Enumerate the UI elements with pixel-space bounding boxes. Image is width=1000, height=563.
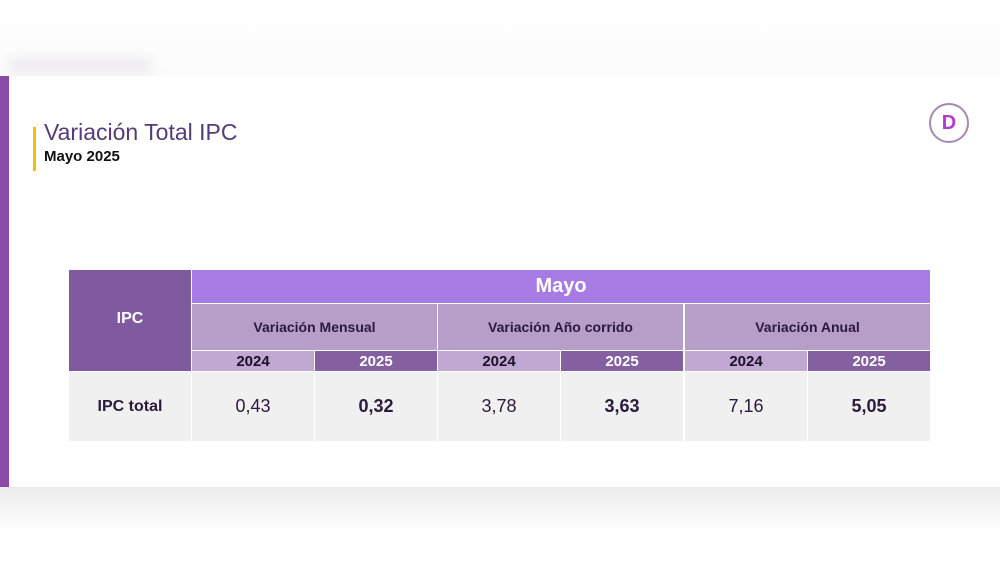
top-background [0,0,1000,76]
year-header: 2024 [685,351,807,371]
month-header: Mayo [192,270,930,303]
year-header: 2024 [438,351,560,371]
value-cell: 0,43 [192,372,314,441]
value-cell: 3,63 [561,372,683,441]
year-header: 2025 [561,351,683,371]
group-header-anual: Variación Anual [685,304,930,350]
year-header: 2025 [808,351,930,371]
group-header-mensual: Variación Mensual [192,304,437,350]
value-cell: 3,78 [438,372,560,441]
bottom-background [0,487,1000,563]
page-title: Variación Total IPC [44,119,238,145]
blurred-element [10,58,150,74]
value-cell: 7,16 [685,372,807,441]
row-label: IPC total [69,372,191,441]
title-accent-line [33,127,36,171]
logo-icon: D [929,103,969,143]
row-header-label: IPC [69,270,191,371]
left-accent-bar [0,76,9,487]
group-header-ano-corrido: Variación Año corrido [438,304,683,350]
page-subtitle: Mayo 2025 [44,148,120,165]
value-cell: 0,32 [315,372,437,441]
logo-letter: D [941,111,957,134]
year-header: 2025 [315,351,437,371]
value-cell: 5,05 [808,372,930,441]
year-header: 2024 [192,351,314,371]
